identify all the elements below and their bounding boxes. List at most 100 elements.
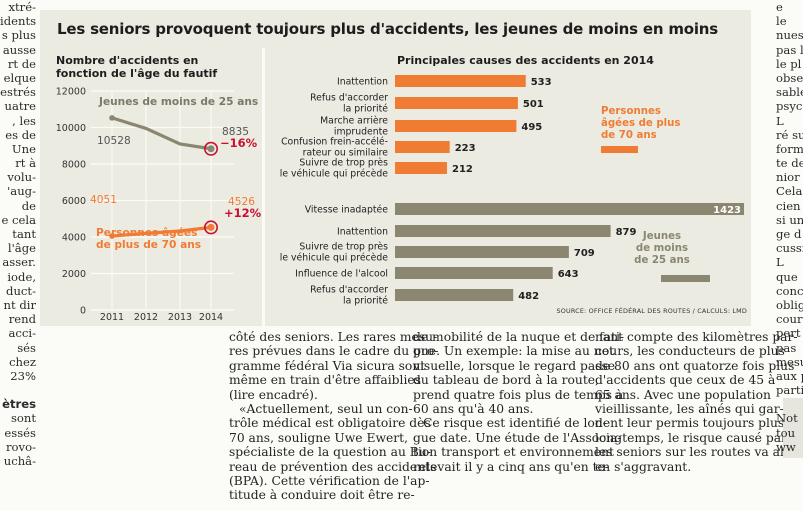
young-series-line <box>110 116 213 151</box>
y-tick-label: 12000 <box>56 87 86 98</box>
right-column-line-7: psyc <box>776 99 803 114</box>
left-column-line-0: xtré- <box>8 0 36 14</box>
article-line: prend quatre fois plus de temps à <box>413 387 624 402</box>
article-line: cours, les conducteurs de plus <box>595 344 785 359</box>
article-line: en s'aggravant. <box>595 459 692 474</box>
senior-legend-label: âgées de plus <box>601 117 680 129</box>
right-column-line-28 <box>776 397 803 411</box>
left-column-line-9: es de <box>5 127 36 142</box>
infographic-panel: Les seniors provoquent toujours plus d'a… <box>40 10 751 326</box>
young-category-label: Inattention <box>337 227 388 238</box>
senior-category-label: Marche arrière <box>320 116 388 127</box>
y-tick-label: 2000 <box>62 269 86 280</box>
left-column-line-10: Une <box>11 141 36 156</box>
article-column-1: côté des seniors. Les rares mesu-res pré… <box>229 330 439 503</box>
article-line: de 80 ans ont quatorze fois plus <box>595 358 795 373</box>
article-line: 60 ans qu'à 40 ans. <box>413 402 534 417</box>
bar-chart-subtitle: Principales causes des accidents en 2014 <box>397 54 654 67</box>
right-column-line-20: conc <box>776 283 803 298</box>
young-category-label: Suivre de trop près <box>299 242 388 253</box>
senior-change: +12% <box>224 206 262 220</box>
senior-series-label: de plus de 70 ans <box>96 239 201 251</box>
right-column-line-12: nior <box>776 170 800 185</box>
young-series-label: Jeunes de moins de 25 ans <box>98 96 258 108</box>
article-line: titude à conduire doit être re- <box>229 488 415 503</box>
right-column-line-3: pas l <box>776 42 803 57</box>
infographic-title: Les seniors provoquent toujours plus d'a… <box>57 20 719 38</box>
left-column-line-19: iode, <box>7 269 36 284</box>
young-value-label: 482 <box>518 291 539 302</box>
young-legend-swatch <box>661 275 710 282</box>
right-column-line-9: ré su <box>776 127 803 142</box>
article-line: res prévues dans le cadre du pro- <box>229 344 439 359</box>
senior-category-label: Refus d'accorder <box>310 93 388 104</box>
left-article-column: xtré-idents s plus ausse rt de elque estrés ua… <box>0 0 36 468</box>
y-tick-label: 8000 <box>62 160 86 171</box>
right-column-line-21: oblig <box>776 297 803 312</box>
x-tick-label: 2014 <box>199 312 223 323</box>
senior-series-line <box>110 225 213 238</box>
senior-category-label: Inattention <box>337 77 388 88</box>
young-bar <box>395 289 514 301</box>
article-line: gue. Un exemple: la mise au net <box>413 344 614 359</box>
article-line: gramme fédéral Via sicura sont <box>229 358 426 373</box>
y-tick-label: 10000 <box>56 123 86 134</box>
young-start-value: 10528 <box>97 135 131 147</box>
right-column-line-6: sable <box>776 85 803 100</box>
senior-category-label: imprudente <box>334 127 388 138</box>
young-category-label: Vitesse inadaptée <box>305 205 389 216</box>
chart-source: SOURCE: OFFICE FÉDÉRAL DES ROUTES / CALC… <box>556 307 747 315</box>
senior-bar <box>395 97 518 109</box>
x-tick-label: 2012 <box>134 312 158 323</box>
article-line: même en train d'être affaiblies <box>229 373 421 388</box>
right-column-line-24: pas <box>776 340 797 355</box>
right-column-line-13: Cela <box>776 184 803 199</box>
senior-value-label: 501 <box>523 99 544 110</box>
young-legend-label: de moins <box>636 243 688 254</box>
article-line: trôle médical est obligatoire dès <box>229 416 431 431</box>
left-column-line-24: sés <box>17 340 36 355</box>
article-line: spécialiste de la question au Bu- <box>229 445 431 460</box>
left-column-line-29: sont <box>10 411 36 426</box>
charts-svg: 12000 10000 8000 6000 4000 2000 0 2011 2012 2013 2… <box>56 48 744 326</box>
left-column-line-14: de <box>21 198 36 213</box>
article-line: dent leur permis toujours plus <box>595 416 785 431</box>
right-column-line-18: L <box>776 255 784 270</box>
article-line: visuelle, lorsque le regard passe <box>413 358 616 373</box>
y-tick-label: 4000 <box>62 233 86 244</box>
article-line: de mobilité de la nuque et de fati- <box>413 330 625 344</box>
left-column-line-12: volu- <box>7 170 36 185</box>
left-column-line-26: 23% <box>10 368 36 383</box>
x-tick-label: 2013 <box>168 312 192 323</box>
senior-series-start-point <box>109 233 115 239</box>
senior-series-end-point <box>207 223 215 231</box>
line-chart-subtitle: Nombre d'accidents en fonction de l'âge … <box>56 54 218 80</box>
young-end-value: 8835 <box>222 126 249 138</box>
young-value-label: 709 <box>574 248 595 259</box>
article-line: les seniors sur les routes va aller <box>595 445 801 460</box>
young-bar <box>395 267 553 279</box>
senior-value-label: 223 <box>455 143 476 154</box>
right-column-line-29: Not <box>776 411 798 426</box>
senior-legend-label: de 70 ans <box>601 130 657 141</box>
chart-divider <box>262 48 265 326</box>
article-line: Ce risque est identifié de lon- <box>423 416 607 431</box>
senior-value-label: 212 <box>452 164 473 175</box>
senior-bar <box>395 75 526 87</box>
senior-value-label: 495 <box>521 122 542 133</box>
senior-start-value: 4051 <box>90 194 117 206</box>
right-column-line-27: parti <box>776 383 803 398</box>
left-column-line-13: 'aug- <box>7 184 36 199</box>
left-column-line-32: uchâ- <box>3 454 36 468</box>
senior-legend-swatch <box>601 146 638 153</box>
left-column-line-11: rt à <box>15 156 36 171</box>
article-line: côté des seniors. Les rares mesu- <box>229 330 438 344</box>
senior-series-label: Personnes âgées <box>96 227 197 239</box>
left-column-line-8: , les <box>12 113 36 128</box>
right-column-line-17: cussi <box>776 241 803 256</box>
senior-category-label: le véhicule qui précède <box>280 169 389 180</box>
left-column-line-21: nt dir <box>3 297 36 312</box>
article-line: vieillissante, les aînés qui gar- <box>595 402 784 417</box>
left-column-line-30: essés <box>4 425 36 440</box>
senior-bar <box>395 141 450 153</box>
